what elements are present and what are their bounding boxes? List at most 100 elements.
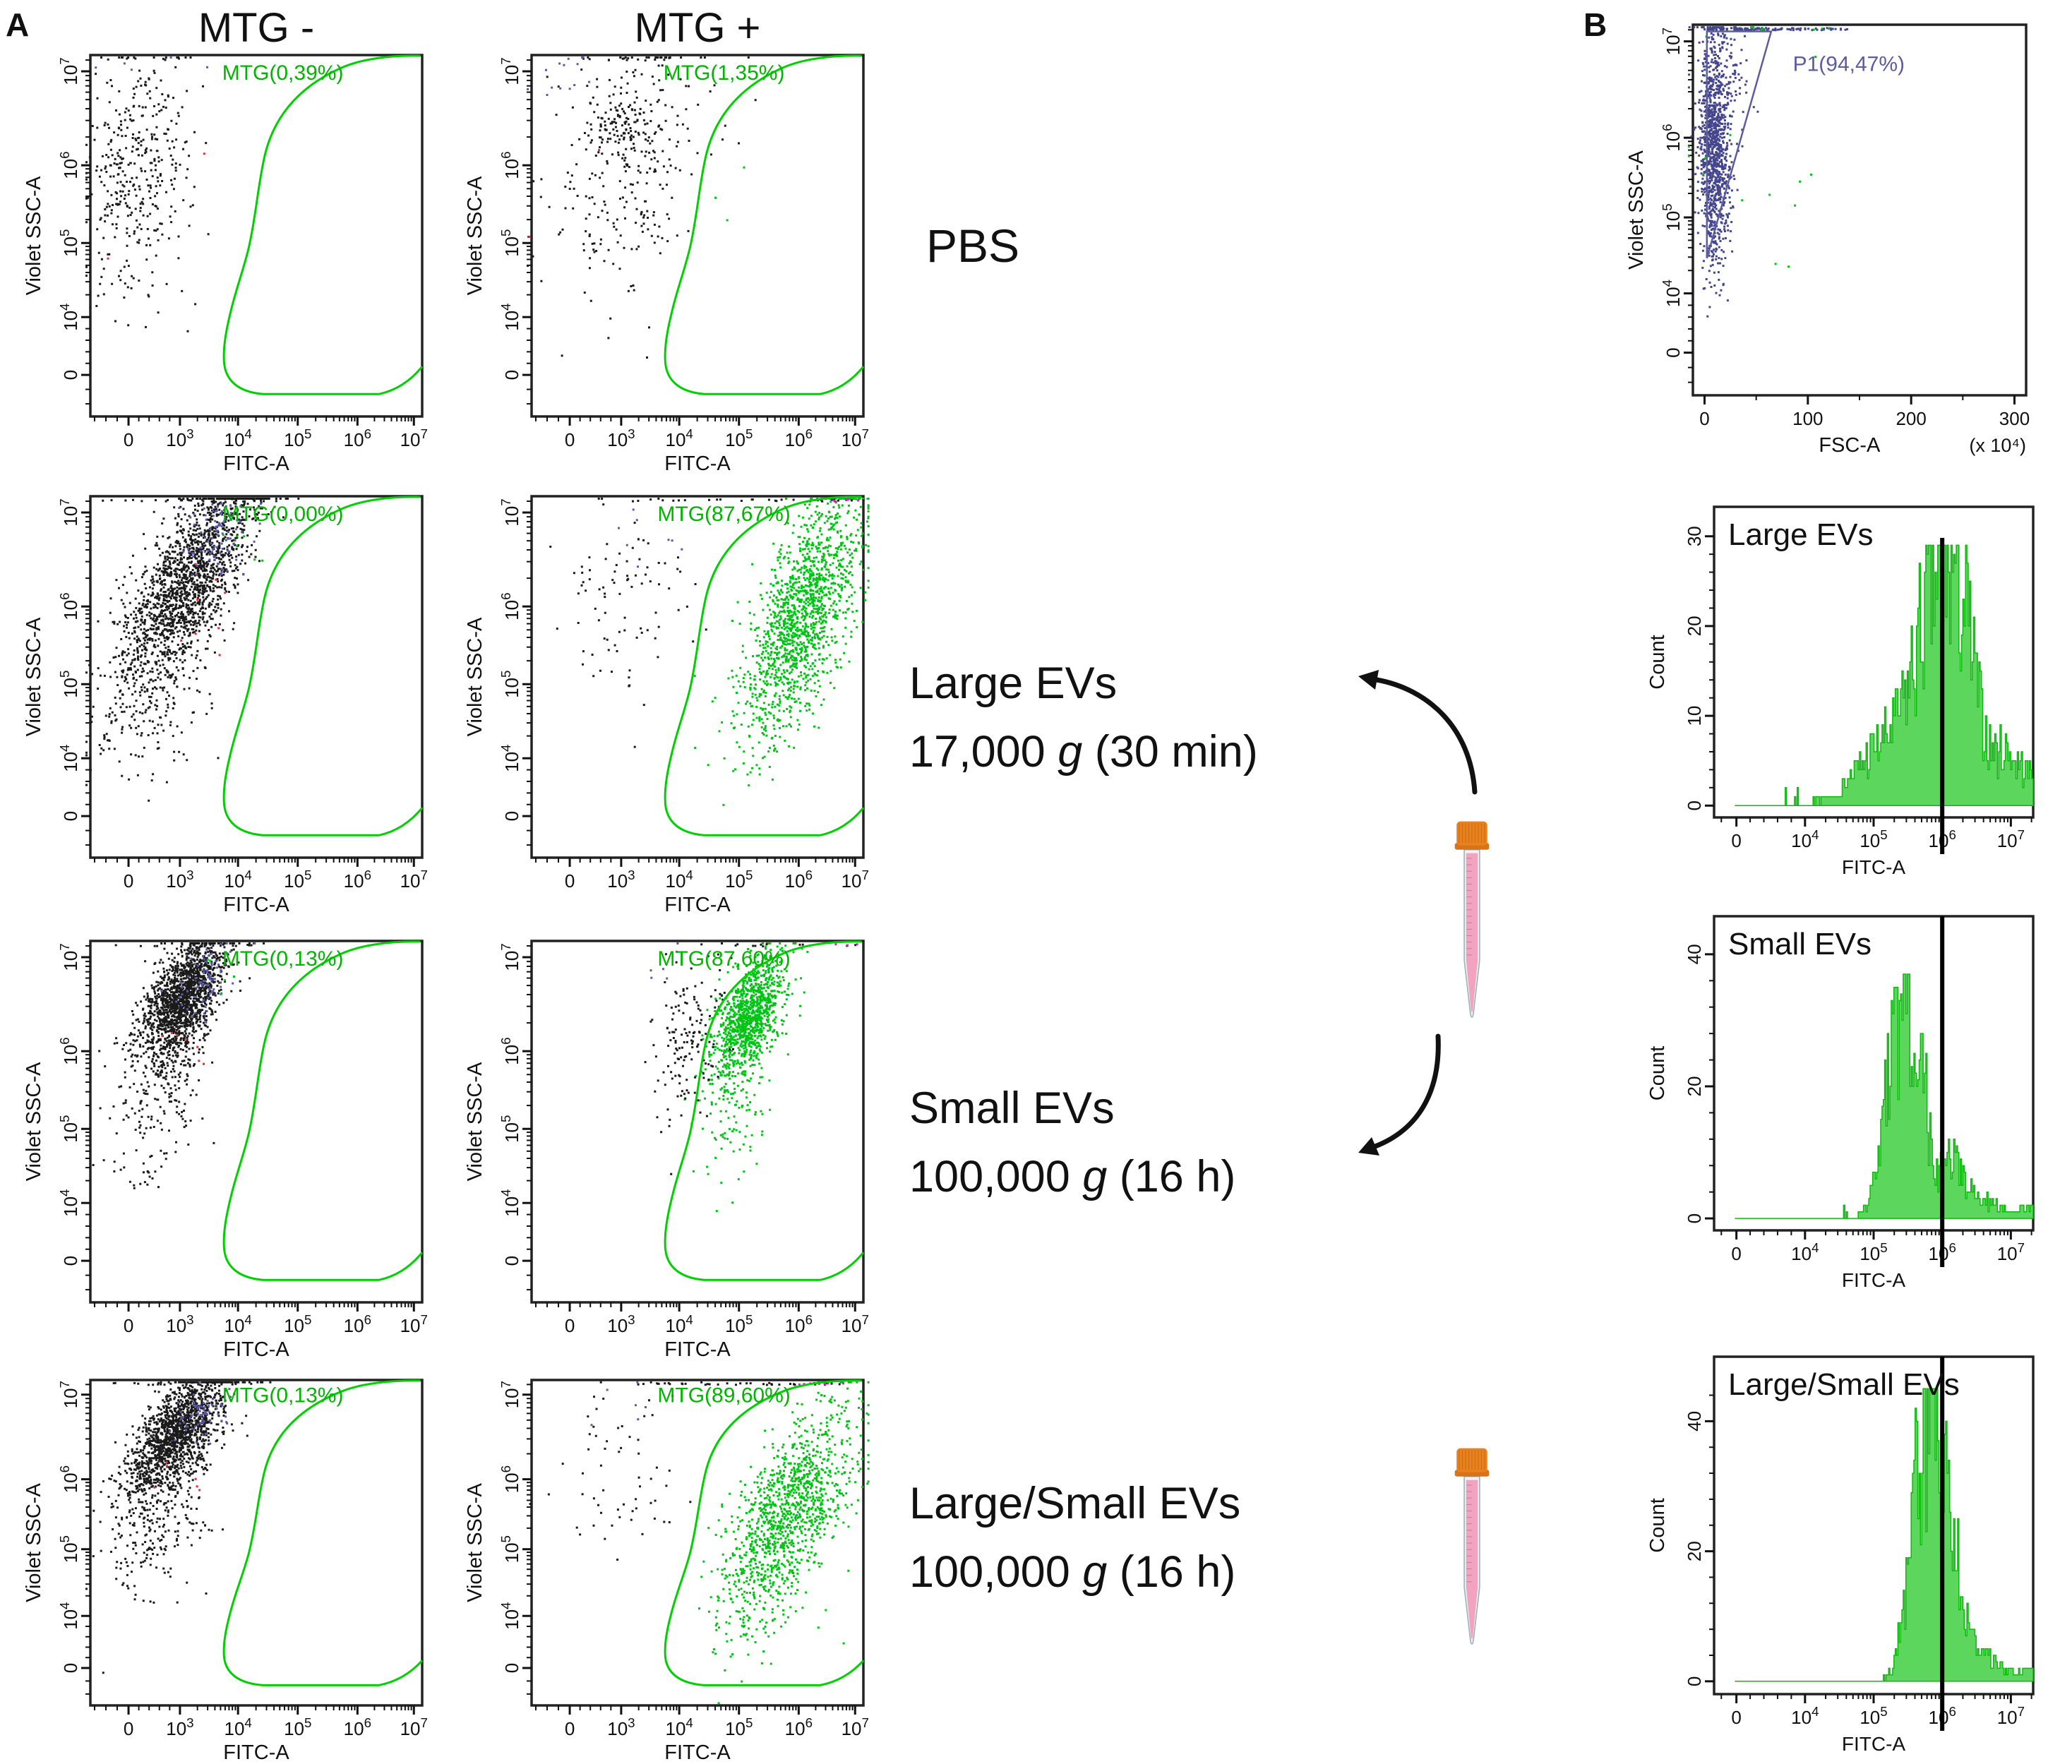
svg-text:20: 20 bbox=[1684, 1076, 1705, 1097]
svg-text:FITC-A: FITC-A bbox=[223, 894, 289, 916]
svg-text:0: 0 bbox=[124, 870, 133, 892]
svg-text:200: 200 bbox=[1896, 408, 1926, 429]
svg-text:107: 107 bbox=[57, 1381, 81, 1408]
svg-text:40: 40 bbox=[1684, 944, 1705, 964]
svg-text:106: 106 bbox=[1929, 1704, 1956, 1728]
svg-text:104: 104 bbox=[57, 304, 81, 331]
svg-text:103: 103 bbox=[166, 426, 193, 450]
svg-text:104: 104 bbox=[224, 868, 251, 892]
svg-text:Count: Count bbox=[1646, 1046, 1669, 1100]
svg-text:107: 107 bbox=[400, 1312, 428, 1336]
svg-text:FITC-A: FITC-A bbox=[664, 1741, 731, 1764]
svg-text:107: 107 bbox=[498, 498, 522, 526]
column-header-mtg-negative: MTG - bbox=[198, 5, 315, 51]
flow-scatter-pbs-mtg-pos: 0 103 104 105 106 107 107 106 105 104 0 FITC-A Viole… bbox=[464, 54, 869, 475]
svg-text:Violet SSC-A: Violet SSC-A bbox=[464, 1062, 486, 1181]
svg-text:103: 103 bbox=[166, 1715, 193, 1739]
svg-text:106: 106 bbox=[498, 151, 522, 179]
svg-text:105: 105 bbox=[1860, 827, 1887, 851]
svg-text:104: 104 bbox=[1791, 827, 1819, 851]
column-header-mtg-positive: MTG + bbox=[634, 5, 761, 51]
svg-text:Count: Count bbox=[1646, 635, 1669, 689]
flow-scatter-large-mtg-neg: 0 103 104 105 106 107 107 106 105 104 0 FITC-A Viole… bbox=[23, 495, 428, 916]
svg-text:106: 106 bbox=[344, 426, 371, 450]
svg-text:103: 103 bbox=[166, 1312, 193, 1336]
gating-scatter-fsc-vssc: 0 100 200 300 107 106 105 104 0 FSC-A (x 10⁴) Viole… bbox=[1625, 23, 2030, 457]
svg-text:30: 30 bbox=[1684, 526, 1705, 546]
svg-text:104: 104 bbox=[665, 1715, 693, 1739]
svg-text:0: 0 bbox=[1684, 1213, 1705, 1223]
svg-text:107: 107 bbox=[842, 1312, 869, 1336]
svg-text:104: 104 bbox=[224, 1312, 251, 1336]
svg-text:0: 0 bbox=[60, 370, 81, 380]
svg-text:Violet SSC-A: Violet SSC-A bbox=[23, 1482, 45, 1602]
svg-text:(x 10⁴): (x 10⁴) bbox=[1969, 435, 2026, 456]
svg-text:FITC-A: FITC-A bbox=[664, 1338, 731, 1361]
svg-text:103: 103 bbox=[607, 1715, 635, 1739]
svg-text:107: 107 bbox=[842, 426, 869, 450]
svg-text:107: 107 bbox=[498, 57, 522, 85]
svg-text:FITC-A: FITC-A bbox=[664, 452, 731, 475]
svg-text:20: 20 bbox=[1684, 616, 1705, 636]
svg-text:107: 107 bbox=[1997, 1704, 2025, 1728]
svg-text:104: 104 bbox=[224, 426, 251, 450]
svg-text:107: 107 bbox=[57, 57, 81, 85]
svg-text:104: 104 bbox=[1660, 280, 1684, 307]
svg-text:105: 105 bbox=[498, 1535, 522, 1563]
svg-text:FITC-A: FITC-A bbox=[223, 1338, 289, 1361]
gate-label-ls-mtg-neg: MTG(0,13%) bbox=[222, 1384, 344, 1407]
gate-label-pbs-mtg-pos: MTG(1,35%) bbox=[664, 61, 785, 85]
svg-text:0: 0 bbox=[565, 1315, 575, 1336]
svg-text:104: 104 bbox=[224, 1715, 251, 1739]
svg-text:FITC-A: FITC-A bbox=[1842, 1269, 1906, 1291]
svg-text:106: 106 bbox=[1660, 124, 1684, 151]
caption-small-evs: Small EVs 100,000 g (16 h) bbox=[909, 1074, 1235, 1211]
gate-label-p1: P1(94,47%) bbox=[1793, 53, 1905, 76]
svg-text:106: 106 bbox=[1929, 1240, 1956, 1264]
conical-centrifuge-tube-icon-2 bbox=[1454, 1448, 1490, 1645]
svg-text:0: 0 bbox=[501, 1663, 522, 1673]
svg-text:103: 103 bbox=[166, 868, 193, 892]
svg-text:104: 104 bbox=[498, 1189, 522, 1217]
flow-scatter-ls-mtg-pos: 0 103 104 105 106 107 107 106 105 104 0 FITC-A Viole… bbox=[464, 1379, 870, 1764]
panel-a-label: A bbox=[6, 6, 30, 43]
gate-label-small-mtg-pos: MTG(87,60%) bbox=[657, 947, 790, 971]
svg-text:0: 0 bbox=[124, 429, 133, 450]
svg-text:0: 0 bbox=[565, 429, 575, 450]
svg-text:FITC-A: FITC-A bbox=[223, 1741, 289, 1764]
svg-text:104: 104 bbox=[498, 304, 522, 331]
svg-text:105: 105 bbox=[284, 1715, 311, 1739]
svg-text:103: 103 bbox=[607, 1312, 635, 1336]
caption-large-evs-line2: 17,000 g (30 min) bbox=[909, 727, 1258, 776]
svg-text:107: 107 bbox=[1997, 1240, 2025, 1264]
svg-text:106: 106 bbox=[498, 1037, 522, 1064]
svg-text:FITC-A: FITC-A bbox=[1842, 1733, 1906, 1755]
svg-text:Violet SSC-A: Violet SSC-A bbox=[1625, 150, 1648, 269]
histogram-hist-large-evs: 0 104 105 106 107 FITC-A Count 0 10 20 30 Large EVs bbox=[1646, 505, 2035, 878]
svg-text:0: 0 bbox=[1731, 830, 1741, 851]
svg-text:Violet SSC-A: Violet SSC-A bbox=[464, 1482, 486, 1602]
svg-text:106: 106 bbox=[344, 868, 371, 892]
svg-text:105: 105 bbox=[57, 671, 81, 698]
svg-text:105: 105 bbox=[284, 426, 311, 450]
svg-text:Violet SSC-A: Violet SSC-A bbox=[23, 1062, 45, 1181]
svg-text:0: 0 bbox=[565, 870, 575, 892]
caption-pbs: PBS bbox=[926, 212, 1019, 280]
gate-label-small-mtg-neg: MTG(0,13%) bbox=[222, 947, 344, 971]
svg-text:0: 0 bbox=[1731, 1243, 1741, 1264]
svg-text:105: 105 bbox=[498, 671, 522, 698]
svg-text:107: 107 bbox=[57, 498, 81, 526]
gate-label-pbs-mtg-neg: MTG(0,39%) bbox=[222, 61, 344, 85]
svg-text:0: 0 bbox=[124, 1718, 133, 1739]
svg-text:104: 104 bbox=[665, 426, 693, 450]
svg-text:105: 105 bbox=[725, 1312, 753, 1336]
svg-text:FITC-A: FITC-A bbox=[223, 452, 289, 475]
svg-text:104: 104 bbox=[498, 1602, 522, 1630]
panel-b-label: B bbox=[1583, 6, 1607, 43]
svg-text:100: 100 bbox=[1792, 408, 1823, 429]
caption-small-evs-line1: Small EVs bbox=[909, 1084, 1115, 1133]
svg-text:107: 107 bbox=[842, 1715, 869, 1739]
svg-text:107: 107 bbox=[1660, 28, 1684, 55]
svg-text:105: 105 bbox=[284, 1312, 311, 1336]
